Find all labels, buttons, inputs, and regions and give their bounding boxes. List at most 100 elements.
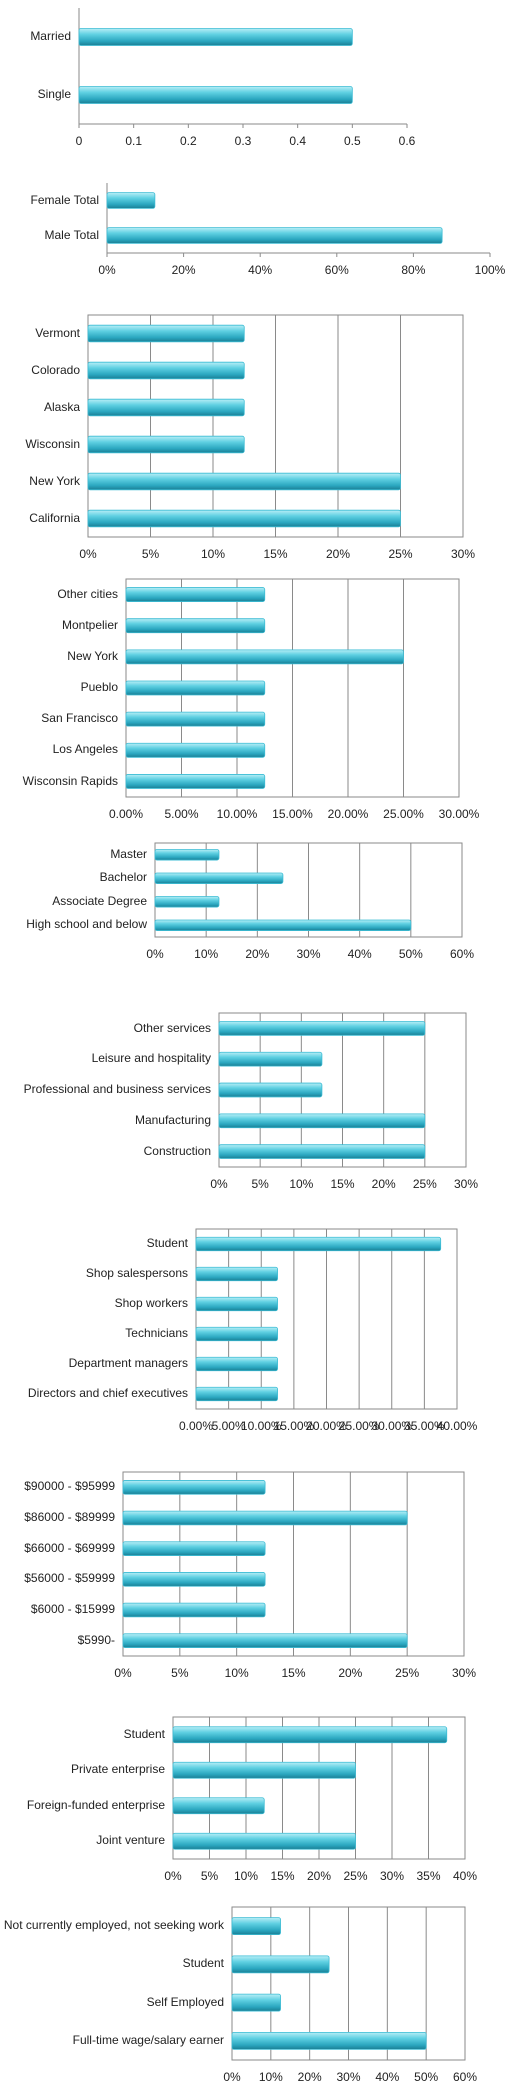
category-label-box: Student <box>124 1727 165 1741</box>
x-tick-label: 40% <box>248 263 272 277</box>
category-label-box: Female Total <box>30 192 99 207</box>
x-tick-label: 20% <box>326 547 350 561</box>
category-label-box: $86000 - $89999 <box>24 1510 115 1525</box>
category-label-box: Single <box>37 87 71 102</box>
bar <box>195 1356 278 1372</box>
category-label-box: $56000 - $59999 <box>24 1572 115 1586</box>
bar-chart: 0% 5% 10% 15% 20% 25% 30% $90000 - $95999 $86000… <box>24 1471 476 1680</box>
x-tick-label: 5% <box>142 547 160 561</box>
bar <box>87 324 245 343</box>
y-tick-label: Wisconsin <box>25 436 80 451</box>
bar <box>125 618 266 634</box>
x-tick-label: 10% <box>194 947 218 961</box>
y-tick-label: Construction <box>143 1143 211 1158</box>
y-tick-label: Technicians <box>125 1326 188 1341</box>
x-tick-label: 60% <box>453 2070 477 2084</box>
x-tick-label: 25.00% <box>339 1419 380 1433</box>
y-tick-label: $66000 - $69999 <box>24 1540 115 1555</box>
x-tick-label: 40.00% <box>437 1419 478 1433</box>
x-tick-label: 0% <box>98 263 116 277</box>
bar-chart: 0% 10% 20% 30% 40% 50% 60% Not currently employ… <box>4 1906 477 2084</box>
x-tick-label: 10% <box>234 1869 258 1883</box>
y-tick-label: Student <box>146 1236 188 1251</box>
category-label-box: Shop workers <box>115 1296 188 1310</box>
y-tick-label: High school and below <box>26 917 147 932</box>
x-tick-label: 60% <box>450 947 474 961</box>
category-label-box: Master <box>110 847 147 861</box>
bar <box>154 849 220 861</box>
category-label-box: $6000 - $15999 <box>30 1602 115 1617</box>
x-tick-label: 30% <box>296 947 320 961</box>
y-tick-label: $6000 - $15999 <box>30 1602 115 1617</box>
x-tick-label: 0% <box>164 1869 182 1883</box>
category-label-box: Married <box>30 29 71 43</box>
y-tick-label: $86000 - $89999 <box>24 1510 115 1525</box>
bar <box>122 1633 408 1648</box>
y-tick-label: Los Angeles <box>52 742 118 757</box>
y-tick-label: Single <box>37 87 71 102</box>
category-label-box: Bachelor <box>100 871 147 885</box>
bar <box>125 711 266 727</box>
x-tick-label: 0% <box>114 1666 132 1680</box>
x-tick-label: 60% <box>325 263 349 277</box>
y-tick-label: Private enterprise <box>70 1762 165 1777</box>
y-tick-label: Other cities <box>57 586 118 601</box>
category-label-box: Wisconsin <box>25 436 80 451</box>
bar <box>122 1602 266 1618</box>
bar <box>195 1296 278 1312</box>
category-label-box: $5990- <box>77 1632 115 1647</box>
y-tick-label: Other services <box>133 1020 211 1035</box>
bar-chart: 0% 5% 10% 15% 20% 25% 30% Vermont Colorado Alaska… <box>25 314 475 561</box>
y-tick-label: Shop salespersons <box>85 1266 188 1281</box>
bar <box>218 1082 323 1098</box>
category-label-box: Self Employed <box>146 1994 224 2009</box>
x-tick-label: 10.00% <box>241 1419 282 1433</box>
category-label-box: Leisure and hospitality <box>91 1051 211 1066</box>
x-tick-label: 25% <box>395 1666 419 1680</box>
x-tick-label: 20% <box>298 2070 322 2084</box>
x-tick-label: 35% <box>416 1869 440 1883</box>
category-label-box: San Francisco <box>41 711 118 725</box>
x-tick-label: 25% <box>343 1869 367 1883</box>
category-label-box: Shop salespersons <box>85 1266 188 1281</box>
category-label-box: $66000 - $69999 <box>24 1540 115 1555</box>
bar <box>154 896 220 908</box>
x-tick-label: 5.00% <box>164 807 198 821</box>
y-tick-label: Associate Degree <box>52 893 147 908</box>
x-tick-label: 15% <box>263 547 287 561</box>
category-label-box: Los Angeles <box>52 742 118 757</box>
x-tick-label: 0.4 <box>289 134 306 148</box>
x-tick-label: 35.00% <box>404 1419 445 1433</box>
category-label-box: $90000 - $95999 <box>24 1480 115 1494</box>
y-tick-label: New York <box>29 473 80 488</box>
y-tick-label: Self Employed <box>146 1994 224 2009</box>
bar <box>172 1797 265 1815</box>
category-label-box: Other services <box>133 1020 211 1035</box>
bar <box>125 742 266 758</box>
y-tick-label: $5990- <box>77 1632 115 1647</box>
category-label-box: Department managers <box>69 1356 188 1370</box>
y-tick-label: Pueblo <box>80 680 118 695</box>
y-tick-label: Full-time wage/salary earner <box>72 2032 224 2047</box>
category-label-box: Associate Degree <box>52 893 147 908</box>
category-label-box: Private enterprise <box>70 1762 165 1777</box>
y-tick-label: Female Total <box>30 192 99 207</box>
x-tick-label: 30% <box>452 1666 476 1680</box>
bar <box>78 86 353 104</box>
x-tick-label: 10.00% <box>217 807 258 821</box>
bar <box>172 1832 356 1850</box>
x-tick-label: 30% <box>380 1869 404 1883</box>
bar-chart: 0 0.1 0.2 0.3 0.4 0.5 0.6 Married Single <box>30 8 416 148</box>
x-tick-label: 30% <box>451 547 475 561</box>
bar <box>125 680 266 696</box>
category-label-box: Student <box>146 1236 188 1251</box>
category-label-box: Wisconsin Rapids <box>23 774 118 788</box>
bar <box>218 1051 323 1067</box>
x-tick-label: 30.00% <box>439 807 480 821</box>
bar <box>87 435 245 454</box>
x-tick-label: 30.00% <box>371 1419 412 1433</box>
y-tick-label: Leisure and hospitality <box>91 1051 211 1066</box>
x-tick-label: 0.3 <box>235 134 252 148</box>
y-tick-label: Vermont <box>35 325 80 340</box>
